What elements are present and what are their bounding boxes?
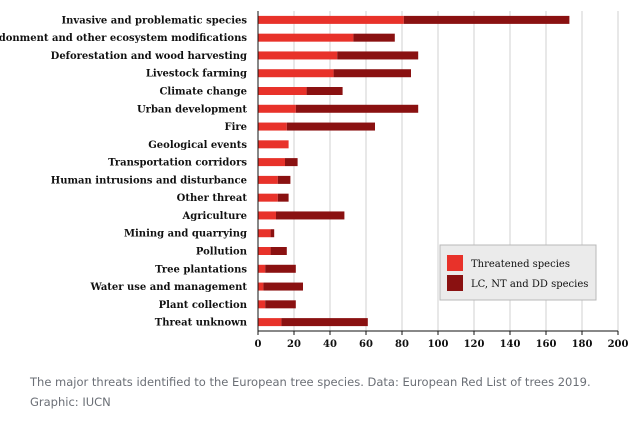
category-label: Water use and management — [89, 282, 247, 293]
bar-threatened — [258, 69, 334, 78]
bar-threatened — [258, 318, 282, 327]
bar-threatened — [258, 247, 271, 255]
bar-threatened — [258, 87, 307, 95]
bar-lc-nt-dd — [277, 193, 289, 202]
bar-lc-nt-dd — [270, 229, 275, 238]
category-label: Urban development — [137, 104, 247, 115]
bar-lc-nt-dd — [333, 69, 411, 78]
category-label: Plant collection — [159, 300, 248, 311]
bar-threatened — [258, 282, 264, 291]
bar-threatened — [258, 193, 278, 202]
legend-box — [439, 244, 597, 301]
legend-label: LC, NT and DD species — [471, 279, 588, 290]
category-label: Livestock farming — [146, 69, 247, 80]
category-label: Geological events — [148, 140, 247, 151]
x-tick-label: 40 — [323, 339, 337, 350]
x-tick-label: 140 — [500, 339, 521, 350]
category-label: Other threat — [177, 193, 248, 204]
bar-threatened — [258, 15, 404, 24]
category-label: Human intrusions and disturbance — [51, 175, 247, 186]
x-tick-label: 120 — [464, 339, 485, 350]
x-tick-label: 160 — [536, 339, 557, 350]
legend-label: Threatened species — [471, 259, 570, 270]
bar-lc-nt-dd — [270, 247, 287, 255]
x-tick-label: 0 — [255, 339, 262, 350]
bars — [258, 15, 570, 327]
bar-threatened — [258, 33, 354, 42]
category-label: Agriculture — [182, 211, 248, 222]
category-label: Threat unknown — [155, 318, 248, 329]
bar-threatened — [258, 51, 338, 60]
bar-lc-nt-dd — [265, 264, 296, 273]
bar-lc-nt-dd — [403, 15, 570, 24]
figure-caption: The major threats identified to the Euro… — [30, 375, 591, 409]
bar-lc-nt-dd — [265, 300, 296, 309]
x-tick-label: 20 — [287, 339, 301, 350]
category-labels: Invasive and problematic species Land aba… — [0, 15, 248, 328]
bar-lc-nt-dd — [285, 158, 298, 167]
bar-lc-nt-dd — [277, 175, 291, 184]
legend-swatch — [447, 275, 463, 291]
x-tick-label: 80 — [395, 339, 409, 350]
bar-lc-nt-dd — [276, 211, 345, 220]
category-label: Pollution — [196, 247, 248, 258]
bar-threatened — [258, 300, 266, 309]
bar-threatened — [258, 229, 271, 238]
category-label: Fire — [224, 122, 247, 133]
bar-lc-nt-dd — [337, 51, 419, 60]
category-label: Land abandonment and other ecosystem mod… — [0, 33, 247, 44]
bar-lc-nt-dd — [353, 33, 395, 42]
category-label: Invasive and problematic species — [61, 15, 247, 26]
x-tick-label: 100 — [428, 339, 449, 350]
bar-lc-nt-dd — [306, 87, 343, 95]
x-axis: 0 20 40 60 80 100 120 140 160 180 200 — [255, 11, 629, 350]
category-label: Tree plantations — [155, 264, 247, 275]
bar-threatened — [258, 264, 266, 273]
bar-lc-nt-dd — [286, 122, 375, 131]
bar-threatened — [258, 104, 296, 113]
legend-swatch — [447, 255, 463, 271]
bar-threatened — [258, 211, 276, 220]
bar-lc-nt-dd — [263, 282, 303, 291]
bar-threatened — [258, 175, 278, 184]
category-label: Climate change — [159, 87, 247, 98]
bar-lc-nt-dd — [295, 104, 419, 113]
legend: Threatened species LC, NT and DD species — [439, 244, 597, 301]
category-label: Transportation corridors — [108, 158, 247, 169]
x-tick-label: 200 — [608, 339, 629, 350]
bar-lc-nt-dd — [281, 318, 368, 327]
bar-threatened — [258, 140, 289, 149]
gridlines — [293, 11, 619, 331]
x-tick-label: 180 — [572, 339, 593, 350]
bar-threatened — [258, 158, 285, 167]
x-tick-label: 60 — [359, 339, 373, 350]
threats-chart: Invasive and problematic species Land aba… — [0, 11, 629, 350]
bar-threatened — [258, 122, 287, 131]
category-label: Mining and quarrying — [124, 229, 247, 240]
chart-canvas: Invasive and problematic species Land aba… — [0, 11, 629, 350]
category-label: Deforestation and wood harvesting — [51, 51, 247, 62]
